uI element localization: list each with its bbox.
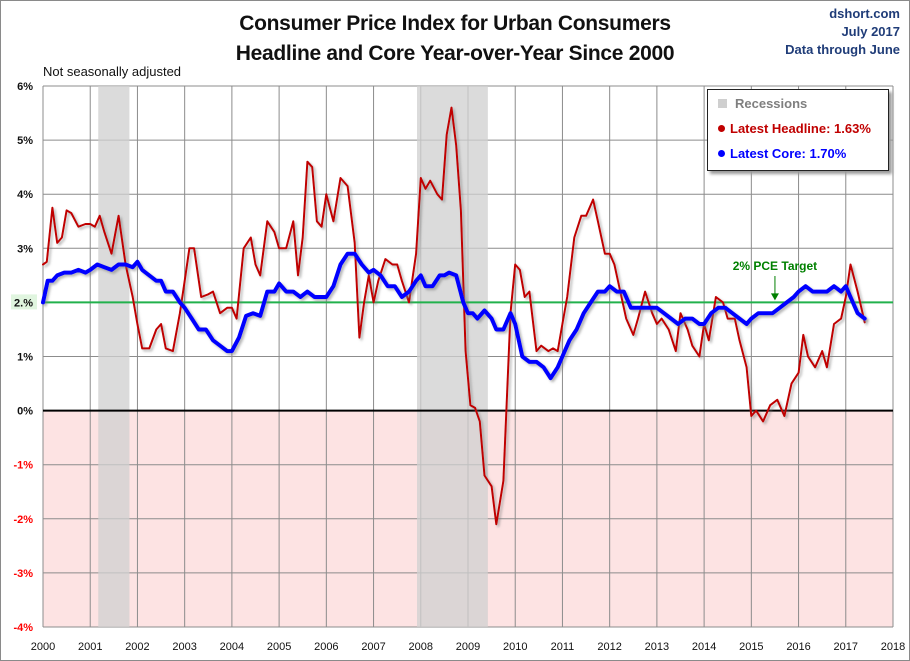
y-tick-label: 5% (17, 135, 33, 147)
x-tick-label: 2009 (456, 641, 480, 653)
legend-item-recessions: Recessions (718, 96, 807, 111)
y-tick-label: -2% (13, 514, 33, 526)
legend-core-label: Latest Core: 1.70% (730, 146, 847, 161)
x-tick-label: 2015 (739, 641, 763, 653)
data-through-label: Data through June (785, 42, 900, 57)
core-series-line (41, 251, 867, 381)
x-tick-label: 2017 (834, 641, 858, 653)
x-tick-label: 2006 (314, 641, 338, 653)
target-tick-highlight (11, 294, 37, 310)
x-tick-label: 2005 (267, 641, 291, 653)
y-tick-label: -3% (13, 568, 33, 580)
legend-item-core: Latest Core: 1.70% (718, 146, 846, 161)
y-tick-label: 1% (17, 352, 33, 364)
headline-dot-icon (718, 125, 725, 132)
x-tick-label: 2014 (692, 641, 716, 653)
x-tick-label: 2007 (361, 641, 385, 653)
recession-band (98, 86, 130, 627)
legend-item-headline: Latest Headline: 1.63% (718, 121, 871, 136)
x-tick-label: 2002 (125, 641, 149, 653)
legend-recessions-label: Recessions (735, 96, 808, 111)
target-label: 2% PCE Target (733, 259, 817, 273)
chart-title-line2: Headline and Core Year-over-Year Since 2… (235, 42, 675, 65)
y-tick-label: 3% (17, 243, 33, 255)
y-tick-label: -4% (13, 622, 33, 634)
recession-swatch-icon (718, 99, 727, 108)
x-tick-label: 2008 (409, 641, 433, 653)
source-label: dshort.com (829, 6, 900, 21)
y-tick-label: 6% (17, 81, 33, 93)
y-tick-label: -1% (13, 460, 33, 472)
core-dot-icon (718, 150, 725, 157)
legend-box: Recessions Latest Headline: 1.63% Latest… (707, 89, 889, 171)
x-tick-label: 2010 (503, 641, 527, 653)
seasonal-note: Not seasonally adjusted (43, 64, 182, 79)
y-tick-label: 0% (17, 406, 33, 418)
legend-headline-label: Latest Headline: 1.63% (730, 121, 871, 136)
recession-band (417, 86, 488, 627)
x-tick-label: 2013 (645, 641, 669, 653)
x-tick-label: 2001 (78, 641, 102, 653)
x-tick-label: 2011 (551, 641, 575, 653)
date-label: July 2017 (841, 24, 900, 39)
x-tick-label: 2016 (786, 641, 810, 653)
chart-title-line1: Consumer Price Index for Urban Consumers (239, 12, 671, 35)
x-tick-label: 2018 (881, 641, 905, 653)
x-tick-label: 2003 (172, 641, 196, 653)
y-tick-label: 4% (17, 189, 33, 201)
target-arrow-icon (770, 293, 779, 301)
y-tick-label: 2.% (14, 297, 33, 309)
x-tick-label: 2012 (597, 641, 621, 653)
x-tick-label: 2000 (31, 641, 55, 653)
x-tick-label: 2004 (220, 641, 244, 653)
headline-series-line (42, 106, 866, 526)
